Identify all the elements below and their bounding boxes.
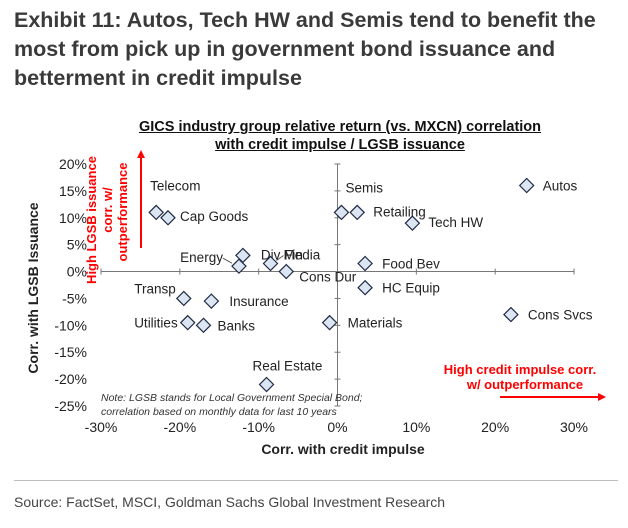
- point-marker: [333, 204, 350, 221]
- chart-note-line: correlation based on monthly data for la…: [101, 406, 338, 418]
- chart-note-line: Note: LGSB stands for Local Government S…: [101, 392, 363, 404]
- point-label: Utilities: [134, 316, 178, 331]
- exhibit-title-line: betterment in credit impulse: [14, 66, 302, 90]
- x-tick-label: 30%: [560, 419, 588, 435]
- leader-line: [276, 255, 284, 261]
- point-label: Semis: [345, 180, 383, 195]
- point-label: HC Equip: [382, 281, 440, 296]
- y-tick-label: -15%: [54, 344, 87, 360]
- chart-title: GICS industry group relative return (vs.…: [70, 118, 610, 154]
- point-marker: [357, 255, 373, 272]
- point-marker: [404, 215, 421, 232]
- x-tick-label: 20%: [481, 419, 509, 435]
- point-marker: [349, 204, 366, 221]
- point-marker: [258, 376, 275, 393]
- x-axis-label: Corr. with credit impulse: [261, 441, 425, 457]
- source-divider: [14, 480, 618, 481]
- point-label: Insurance: [229, 294, 288, 309]
- point-marker: [262, 255, 279, 272]
- y-tick-label: -25%: [54, 398, 87, 414]
- point-marker: [503, 306, 519, 323]
- point-label: Retailing: [373, 204, 426, 219]
- point-marker: [518, 177, 535, 194]
- y-arrow-label-line: corr. w/: [100, 187, 115, 233]
- point-label: Media: [283, 247, 320, 262]
- y-tick-label: 0%: [67, 264, 87, 280]
- x-arrow-label-line: High credit impulse corr.: [444, 362, 596, 377]
- point-marker: [179, 314, 196, 331]
- exhibit-title-line: most from pick up in government bond iss…: [14, 37, 556, 61]
- y-tick-label: -5%: [62, 290, 87, 306]
- point-marker: [195, 317, 212, 334]
- point-label: Tech HW: [428, 215, 483, 230]
- y-tick-label: -20%: [54, 371, 87, 387]
- y-arrow-label-line: High LGSB issuance: [84, 156, 99, 284]
- x-tick-label: 10%: [402, 419, 430, 435]
- point-label: Autos: [543, 179, 578, 194]
- point-label: Cap Goods: [180, 209, 249, 224]
- point-label: Real Estate: [253, 358, 323, 373]
- x-arrow-label-line: w/ outperformance: [466, 377, 583, 392]
- exhibit-title: Exhibit 11: Autos, Tech HW and Semis ten…: [14, 6, 614, 93]
- y-tick-label: -10%: [54, 317, 87, 333]
- point-label: Transp: [134, 281, 176, 296]
- point-label: Banks: [217, 318, 255, 333]
- point-marker: [175, 290, 192, 307]
- x-tick-label: -10%: [242, 419, 275, 435]
- leader-line: [222, 257, 233, 264]
- source-text: Source: FactSet, MSCI, Goldman Sachs Glo…: [14, 494, 446, 510]
- point-marker: [278, 263, 295, 280]
- exhibit-title-line: Exhibit 11: Autos, Tech HW and Semis ten…: [14, 8, 596, 32]
- y-tick-label: 20%: [59, 156, 87, 172]
- point-label: Energy: [180, 250, 223, 265]
- chart-title-line: GICS industry group relative return (vs.…: [138, 119, 542, 135]
- y-tick-label: 5%: [67, 237, 87, 253]
- x-tick-label: -30%: [85, 419, 118, 435]
- point-label: Telecom: [150, 178, 200, 193]
- y-axis-label: Corr. with LGSB Issuance: [25, 202, 41, 373]
- point-label: Cons Svcs: [528, 308, 593, 323]
- point-marker: [231, 258, 247, 275]
- point-label: Materials: [348, 316, 403, 331]
- y-tick-label: 10%: [59, 210, 87, 226]
- x-tick-label: -20%: [163, 419, 196, 435]
- point-marker: [203, 293, 220, 309]
- x-tick-label: 0%: [327, 419, 347, 435]
- chart-title-line: with credit impulse / LGSB issuance: [215, 137, 465, 153]
- y-tick-label: 15%: [59, 183, 87, 199]
- point-marker: [321, 314, 338, 331]
- point-marker: [160, 209, 176, 226]
- point-label: Cons Dur: [299, 270, 357, 285]
- scatter-chart: -30% -20% -10% 0% 10% 20% 30% 20% 15% 10% 5% 0% -5% -…: [25, 150, 606, 457]
- point-label: Food Bev: [382, 256, 440, 271]
- y-arrow-label-line: outperformance: [115, 163, 130, 262]
- point-marker: [357, 279, 373, 296]
- point-marker: [148, 204, 165, 221]
